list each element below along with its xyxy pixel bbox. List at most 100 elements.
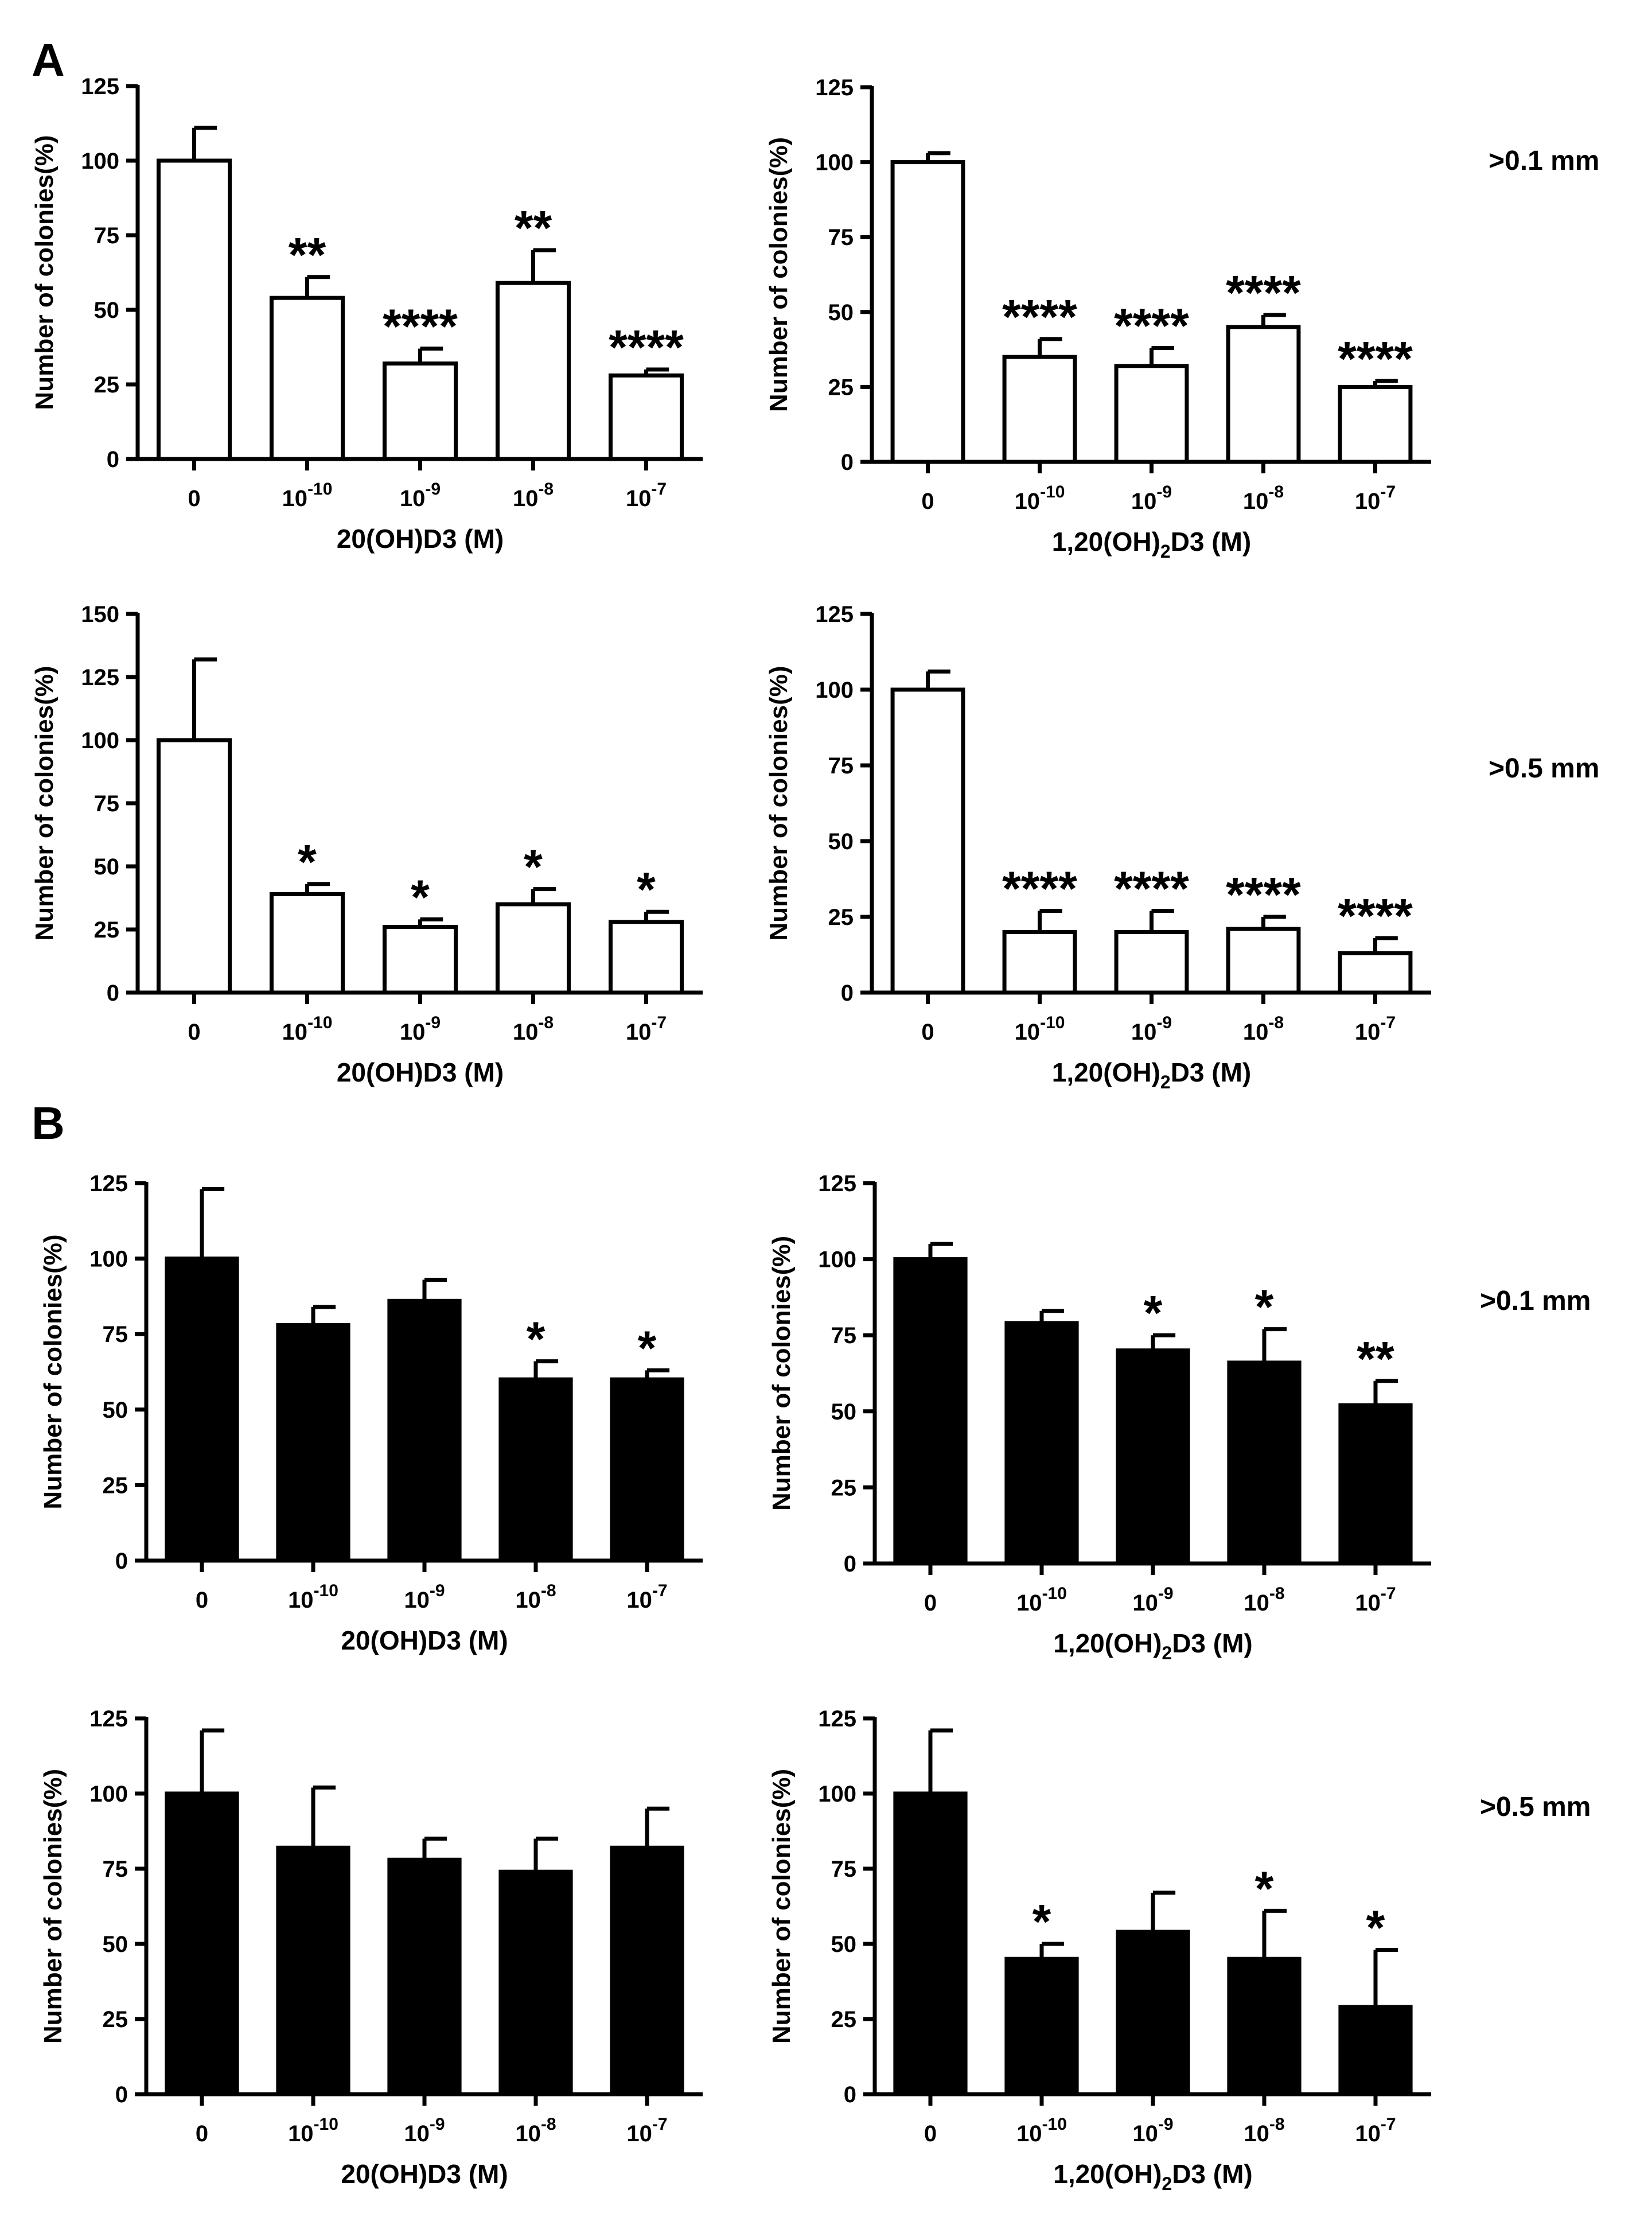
x-tick-label-exponent: -9: [430, 2115, 445, 2134]
x-tick-label-exponent: -7: [1380, 483, 1396, 501]
x-axis-label: 20(OH)D3 (M): [337, 1057, 504, 1087]
chart-a-bottom-left: 02550751001251500*10-10*10-9*10-8*10-7Nu…: [30, 602, 703, 1087]
bar: [165, 1257, 239, 1563]
x-tick-label-base: 10: [1355, 489, 1381, 514]
bar: [165, 1791, 239, 2096]
significance-marker: *: [524, 840, 543, 894]
x-tick-label: 10-10: [288, 1581, 338, 1613]
x-tick-label-exponent: -7: [1380, 1013, 1396, 1032]
x-tick-label-exponent: -8: [541, 1581, 556, 1600]
significance-marker: **: [1357, 1332, 1394, 1386]
y-tick-label: 0: [844, 2082, 856, 2107]
x-tick-label-base: 10: [626, 486, 652, 511]
x-tick-label: 10-7: [1355, 1584, 1396, 1616]
y-tick-label: 125: [818, 1171, 856, 1196]
x-tick-label: 10-8: [513, 480, 554, 511]
x-tick-label-base: 10: [1244, 1590, 1269, 1616]
y-tick-label: 0: [841, 981, 854, 1006]
x-tick-label-base: 10: [1016, 1590, 1042, 1616]
x-tick-label: 0: [924, 2121, 937, 2146]
y-tick-label: 0: [844, 1551, 856, 1577]
y-axis-label: Number of colonies(%): [767, 1769, 796, 2044]
significance-marker: *: [638, 1321, 657, 1375]
size-label-b-bottom: >0.5 mm: [1480, 1792, 1591, 1822]
y-tick-label: 100: [818, 1247, 856, 1273]
x-tick-label-exponent: -8: [1268, 483, 1284, 501]
x-tick-label: 0: [196, 1588, 208, 1613]
x-tick-label-exponent: -10: [314, 1581, 338, 1600]
x-tick-label-base: 10: [1244, 2121, 1269, 2146]
y-tick-label: 0: [841, 450, 854, 475]
x-tick-label-exponent: -9: [1156, 483, 1172, 501]
bar: [1004, 1956, 1079, 2096]
x-tick-label: 0: [924, 1590, 937, 1616]
y-tick-label: 50: [103, 1932, 128, 1957]
y-tick-label: 75: [94, 223, 120, 248]
x-tick-label: 10-10: [282, 480, 333, 511]
x-axis-label-text: D3 (M): [1172, 2159, 1253, 2189]
x-tick-label-exponent: -10: [314, 2115, 338, 2134]
x-tick-label-base: 10: [626, 2121, 652, 2146]
y-tick-label: 25: [828, 375, 854, 400]
significance-marker: **: [289, 228, 326, 282]
x-axis-label-text: 1,20(OH): [1052, 527, 1160, 557]
x-tick-label-base: 10: [1015, 1020, 1041, 1045]
x-tick-label-exponent: -9: [1158, 2115, 1174, 2134]
bar: [382, 925, 458, 995]
significance-marker: *: [1032, 1895, 1051, 1948]
bar: [1114, 364, 1189, 464]
x-tick-label-exponent: -7: [652, 1581, 668, 1600]
bar: [610, 1377, 684, 1563]
x-tick-label-base: 10: [1015, 489, 1041, 514]
x-tick-label: 10-7: [1355, 2115, 1396, 2146]
x-tick-label-base: 0: [921, 489, 934, 514]
bar: [387, 1298, 462, 1563]
significance-marker: ****: [1114, 861, 1189, 915]
x-tick-label: 10-9: [1132, 2115, 1173, 2146]
bar: [890, 687, 965, 995]
bar: [608, 920, 684, 995]
significance-marker: ****: [1226, 868, 1301, 921]
significance-marker: ****: [1114, 298, 1189, 352]
x-tick-label-exponent: -8: [538, 480, 554, 499]
x-axis-label: 1,20(OH)2D3 (M): [1052, 1057, 1252, 1092]
y-axis-label: Number of colonies(%): [30, 666, 59, 940]
x-tick-label: 10-10: [1015, 1013, 1065, 1045]
x-tick-label-base: 10: [1243, 1020, 1269, 1045]
x-tick-label-base: 10: [404, 1588, 430, 1613]
y-tick-label: 125: [815, 75, 854, 100]
x-tick-label: 10-7: [626, 1013, 667, 1045]
x-tick-label-exponent: -10: [307, 1013, 332, 1032]
bar: [156, 738, 232, 995]
x-axis-label-text: D3 (M): [1172, 1628, 1253, 1658]
x-tick-label-exponent: -9: [425, 1013, 441, 1032]
x-tick-label-exponent: -10: [1040, 1013, 1065, 1032]
y-tick-label: 25: [831, 2007, 857, 2032]
y-tick-label: 100: [815, 150, 854, 176]
x-tick-label-base: 10: [288, 1588, 314, 1613]
y-tick-label: 125: [81, 665, 119, 690]
x-tick-label-exponent: -8: [1269, 1584, 1285, 1603]
bar: [269, 295, 345, 461]
x-tick-label-base: 10: [1355, 2121, 1381, 2146]
x-tick-label: 0: [921, 1020, 934, 1045]
bar: [1116, 1930, 1190, 2096]
x-tick-label: 10-9: [400, 1013, 441, 1045]
x-tick-label-exponent: -7: [1381, 2115, 1396, 2134]
x-tick-label-base: 10: [1131, 489, 1157, 514]
significance-marker: *: [527, 1312, 546, 1366]
y-tick-label: 75: [831, 1857, 857, 1882]
bar: [276, 1845, 350, 2096]
y-tick-label: 75: [94, 791, 120, 816]
x-tick-label: 10-9: [404, 1581, 445, 1613]
bar: [498, 1869, 573, 2096]
x-axis-label-subscript: 2: [1160, 1072, 1171, 1092]
x-tick-label: 10-9: [404, 2115, 445, 2146]
x-tick-label: 10-7: [1355, 483, 1396, 514]
x-tick-label-base: 0: [196, 2121, 208, 2146]
y-tick-label: 50: [94, 298, 120, 323]
y-tick-label: 0: [115, 1549, 128, 1574]
